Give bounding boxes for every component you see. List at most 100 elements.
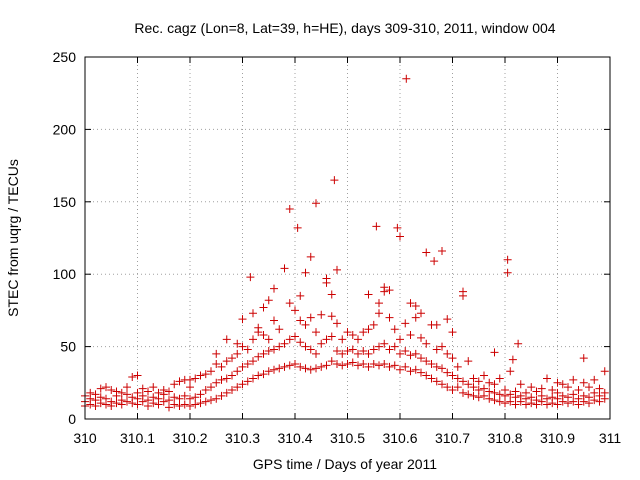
data-point — [564, 393, 572, 402]
data-point — [369, 320, 378, 329]
data-point — [138, 391, 147, 400]
data-point — [306, 252, 315, 261]
data-point — [165, 396, 173, 405]
data-point — [579, 354, 588, 363]
data-point — [159, 397, 168, 406]
data-point — [306, 345, 315, 354]
y-tick-label: 0 — [68, 411, 76, 427]
data-point — [537, 384, 546, 393]
data-point — [270, 365, 278, 374]
data-point — [406, 367, 415, 376]
data-point — [327, 312, 336, 321]
data-point — [180, 400, 189, 409]
data-point — [112, 399, 121, 408]
data-point — [128, 393, 137, 402]
data-point — [186, 394, 194, 403]
data-point — [375, 299, 383, 308]
data-point — [543, 374, 551, 383]
data-point — [459, 377, 467, 386]
data-point — [338, 335, 347, 344]
data-point — [233, 349, 242, 358]
data-point — [474, 377, 483, 386]
data-point — [264, 367, 273, 376]
data-point — [254, 323, 263, 332]
data-point — [511, 400, 520, 409]
data-point — [469, 374, 478, 383]
data-point — [385, 286, 394, 295]
data-point — [212, 349, 221, 358]
data-point — [432, 320, 441, 329]
data-point — [207, 383, 215, 392]
data-point — [165, 403, 173, 412]
data-point — [354, 361, 362, 370]
data-point — [490, 348, 499, 357]
data-point — [165, 387, 173, 396]
data-point — [317, 362, 326, 371]
data-point — [430, 257, 439, 266]
data-point — [280, 264, 289, 273]
data-point — [480, 371, 488, 380]
data-point — [590, 375, 599, 384]
data-point — [149, 393, 158, 402]
data-point — [117, 396, 126, 405]
data-point — [91, 390, 100, 399]
data-point — [348, 358, 357, 367]
data-point — [133, 371, 142, 380]
data-point — [296, 316, 305, 325]
data-point — [422, 357, 431, 366]
data-point — [375, 309, 383, 318]
data-point — [501, 399, 509, 408]
data-point — [411, 313, 420, 322]
data-point — [270, 316, 278, 325]
data-point — [222, 374, 231, 383]
data-point — [422, 248, 431, 257]
data-point — [159, 386, 168, 395]
data-point — [464, 390, 473, 399]
data-point — [293, 223, 302, 232]
data-point — [233, 339, 242, 348]
data-point — [553, 388, 562, 397]
data-point — [259, 303, 268, 312]
y-tick-label: 200 — [53, 121, 77, 137]
data-point — [422, 339, 431, 348]
data-point — [285, 205, 294, 214]
data-point — [217, 362, 226, 371]
y-tick-label: 150 — [53, 194, 77, 210]
data-point — [474, 393, 483, 402]
data-point — [312, 328, 320, 337]
data-point — [390, 325, 399, 334]
data-point — [217, 375, 226, 384]
data-point — [144, 387, 152, 396]
data-point — [96, 393, 105, 402]
data-point — [453, 362, 462, 371]
data-point — [196, 399, 205, 408]
data-point — [259, 349, 268, 358]
data-point — [385, 313, 394, 322]
data-point — [380, 283, 389, 292]
data-point — [401, 362, 410, 371]
data-point — [175, 394, 184, 403]
data-point — [590, 396, 599, 405]
data-point — [417, 368, 425, 377]
data-point — [432, 345, 441, 354]
data-point — [390, 342, 399, 351]
data-point — [600, 388, 609, 397]
data-point — [503, 255, 512, 264]
data-point — [186, 383, 194, 392]
data-point — [117, 388, 126, 397]
data-point — [238, 362, 247, 371]
data-point — [506, 390, 515, 399]
data-point — [149, 383, 158, 392]
data-point — [144, 396, 152, 405]
data-point — [280, 339, 289, 348]
data-point — [585, 383, 593, 392]
data-point — [249, 335, 257, 344]
data-point — [574, 394, 583, 403]
data-point — [364, 325, 373, 334]
data-point — [411, 349, 420, 358]
data-point — [343, 359, 352, 368]
data-point — [322, 335, 331, 344]
data-point — [233, 367, 242, 376]
data-point — [259, 370, 268, 379]
data-point — [569, 390, 578, 399]
